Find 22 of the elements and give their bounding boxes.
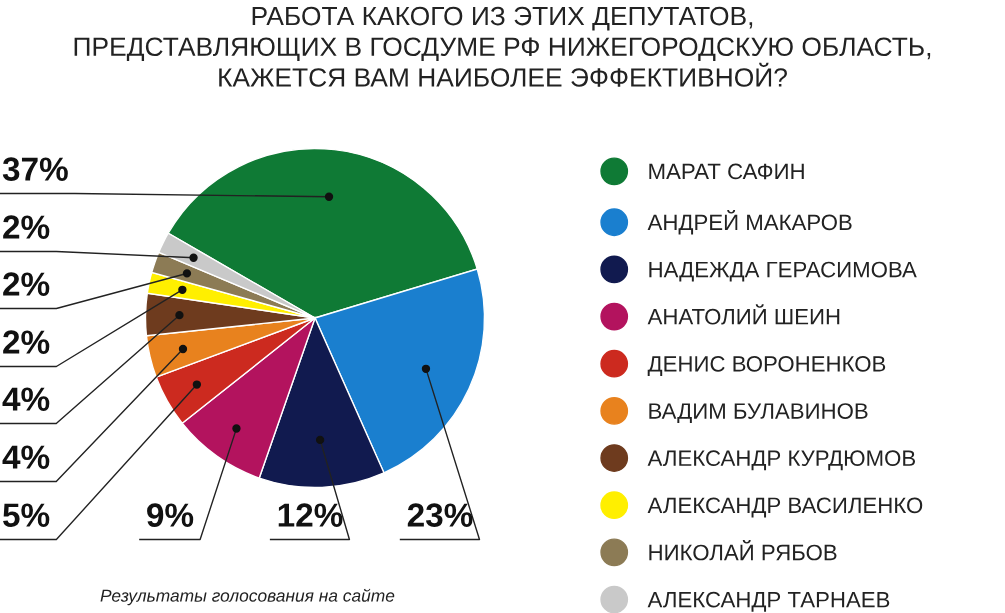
legend-label: НИКОЛАЙ РЯБОВ	[649, 540, 837, 561]
data-label: 2%	[3, 215, 50, 239]
legend-label: МАРАТ САФИН	[649, 163, 804, 180]
data-label: 2%	[3, 330, 50, 354]
data-label: 23%	[407, 503, 473, 527]
data-label: 37%	[2, 157, 68, 181]
legend-label: ВАДИМ БУЛАВИНОВ	[649, 403, 868, 424]
data-label: 4%	[2, 445, 50, 469]
legend-label: АНАТОЛИЙ ШЕИН	[647, 304, 840, 325]
data-label: 4%	[2, 387, 50, 411]
legend-label: АЛЕКСАНДР КУРДЮМОВ	[647, 450, 916, 471]
data-label: 2%	[3, 272, 50, 296]
legend-label: АЛЕКСАНДР ТАРНАЕВ	[647, 591, 890, 612]
legend-label: АЛЕКСАНДР ВАСИЛЕНКО	[647, 497, 923, 518]
data-label: 5%	[3, 503, 50, 527]
chart-title: РАБОТА КАКОГО ИЗ ЭТИХ ДЕПУТАТОВ, ПРЕДСТАВЛЯЮЩИХ В ГОСДУМЕ РФ НИЖЕГОРОДСКУЮ ОБЛАСТЬ, КАЖЕТСЯ ВАМ НАИБОЛЕЕ ЭФФЕКТИВНОЙ?	[74, 6, 931, 87]
text: Результаты голосования на сайте	[100, 588, 395, 606]
data-label: 12%	[278, 503, 343, 527]
legend-label: НАДЕЖДА ГЕРАСИМОВА	[649, 261, 917, 282]
data-label: 9%	[147, 503, 194, 527]
legend-label: АНДРЕЙ МАКАРОВ	[647, 209, 852, 235]
legend-label: ДЕНИС ВОРОНЕНКОВ	[647, 355, 886, 376]
